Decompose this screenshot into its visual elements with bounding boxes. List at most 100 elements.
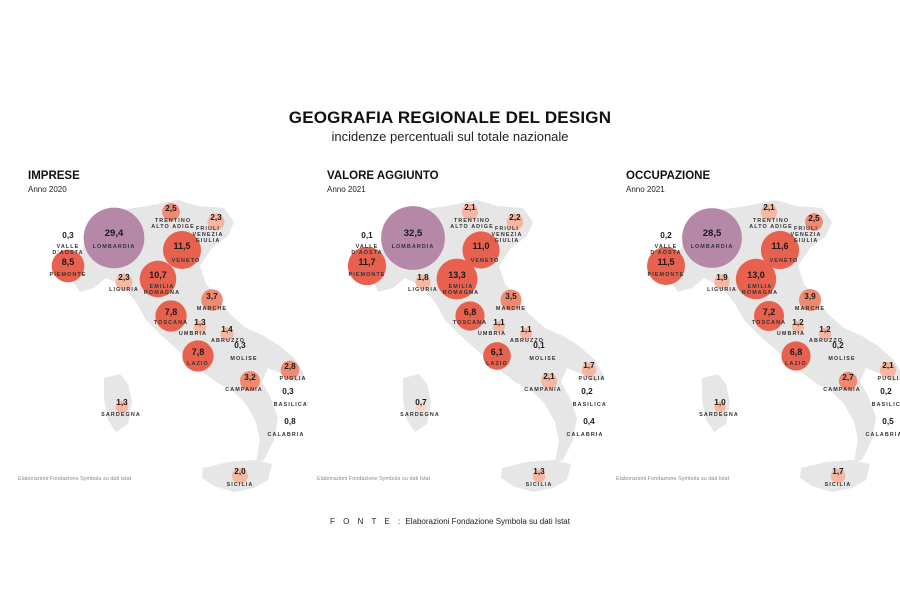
- value-label-piemonte: 11,7: [358, 257, 375, 267]
- region-label-line: FRIULI: [495, 226, 519, 232]
- region-label-marche: MARCHE: [496, 306, 526, 312]
- region-label-line: ALTO ADIGE: [151, 224, 195, 230]
- value-label-emilia: 13,3: [448, 270, 466, 280]
- region-label-line: ALTO ADIGE: [450, 224, 494, 230]
- bubble-abruzzo: [520, 328, 532, 340]
- value-label-umbria: 1,3: [194, 318, 206, 327]
- value-label-emilia: 13,0: [747, 270, 765, 280]
- value-label-abruzzo: 1,1: [520, 325, 532, 334]
- value-label-piemonte: 8,5: [62, 257, 75, 267]
- region-label-abruzzo: ABRUZZO: [211, 338, 245, 344]
- region-label-valle: VALLE D'AOSTA: [351, 244, 382, 256]
- chart-title: GEOGRAFIA REGIONALE DEL DESIGN: [288, 108, 612, 127]
- region-label-line: TRENTINO: [155, 218, 191, 224]
- value-label-veneto: 11,6: [771, 241, 788, 251]
- map-panel-valore-aggiunto: VALORE AGGIUNTO Anno 2021 32,5 LOMBARDIA 2…: [317, 170, 617, 500]
- value-label-sicilia: 1,3: [533, 467, 545, 476]
- value-label-lombardia: 32,5: [404, 228, 423, 239]
- value-label-veneto: 11,5: [173, 241, 190, 251]
- region-label-molise: MOLISE: [529, 356, 556, 362]
- value-label-umbria: 1,1: [493, 318, 505, 327]
- map-panel-imprese: IMPRESE Anno 2020 29,4 LOMBARDIA 2,5 TRENTI…: [18, 170, 318, 500]
- region-label-puglia: PUGLIA: [280, 376, 307, 382]
- bubble-toscana: [155, 300, 187, 332]
- region-label-umbria: UMBRIA: [179, 331, 207, 337]
- region-label-line: GIULIA: [196, 238, 221, 244]
- value-label-lombardia: 29,4: [105, 228, 124, 239]
- region-label-liguria: LIGURIA: [707, 287, 737, 293]
- region-label-calabria: CALABRIA: [567, 432, 604, 438]
- italy-mainland-shape: [371, 200, 605, 462]
- region-label-lombardia: LOMBARDIA: [392, 244, 435, 250]
- chart-subtitle: incidenze percentuali sul totale naziona…: [331, 129, 569, 144]
- bubble-piemonte: [347, 246, 387, 286]
- value-label-puglia: 2,8: [284, 362, 296, 371]
- region-label-sicilia: SICILIA: [227, 482, 254, 488]
- bubble-umbria: [193, 320, 207, 334]
- region-label-line: EMILIA: [748, 284, 773, 290]
- bubble-abruzzo: [220, 327, 234, 341]
- region-label-valle: VALLE D'AOSTA: [650, 244, 681, 256]
- bubble-lazio: [182, 340, 214, 372]
- source-credit: Elaborazioni Fondazione Symbola su dati …: [317, 476, 431, 482]
- region-label-puglia: PUGLIA: [878, 376, 900, 382]
- value-label-friuli: 2,3: [210, 213, 222, 222]
- region-label-line: FRIULI: [196, 226, 220, 232]
- region-label-toscana: TOSCANA: [453, 320, 487, 326]
- panel-year: Anno 2020: [28, 185, 67, 194]
- region-label-trentino: TRENTINO ALTO ADIGE: [151, 218, 195, 230]
- region-label-line: GIULIA: [495, 238, 520, 244]
- value-label-campania: 3,2: [244, 373, 256, 382]
- region-label-line: VALLE: [655, 244, 678, 250]
- value-label-umbria: 1,2: [792, 318, 804, 327]
- sardinia-shape: [702, 374, 730, 432]
- region-label-line: FRIULI: [794, 226, 818, 232]
- region-label-veneto: VENETO: [770, 258, 799, 264]
- value-label-molise: 0,3: [234, 341, 246, 350]
- region-label-basilicata: BASILICATA: [274, 402, 308, 408]
- region-label-line: EMILIA: [150, 284, 175, 290]
- region-label-line: VENEZIA: [192, 232, 223, 238]
- bubble-emilia: [436, 258, 478, 300]
- region-label-sardegna: SARDEGNA: [699, 412, 739, 418]
- value-label-valle: 0,1: [361, 231, 373, 240]
- region-label-trentino: TRENTINO ALTO ADIGE: [450, 218, 494, 230]
- bubble-friuli: [805, 213, 823, 231]
- region-label-sardegna: SARDEGNA: [101, 412, 141, 418]
- region-label-liguria: LIGURIA: [109, 287, 139, 293]
- bubble-marche: [500, 289, 522, 311]
- value-label-lazio: 6,1: [491, 347, 504, 357]
- region-label-line: D'AOSTA: [650, 250, 681, 256]
- value-label-lombardia: 28,5: [703, 228, 722, 239]
- value-label-liguria: 1,9: [716, 273, 728, 282]
- region-label-line: TRENTINO: [753, 218, 789, 224]
- region-label-veneto: VENETO: [471, 258, 500, 264]
- value-label-veneto: 11,0: [472, 241, 489, 251]
- source-label: F O N T E :: [330, 517, 404, 526]
- panel-year: Anno 2021: [626, 185, 665, 194]
- region-label-liguria: LIGURIA: [408, 287, 438, 293]
- panel-year: Anno 2021: [327, 185, 366, 194]
- value-label-emilia: 10,7: [149, 270, 167, 280]
- panel-title: VALORE AGGIUNTO: [327, 170, 439, 182]
- bubble-piemonte: [51, 249, 85, 283]
- region-label-emilia: EMILIA ROMAGNA: [742, 284, 778, 296]
- region-label-campania: CAMPANIA: [524, 387, 561, 393]
- value-label-sicilia: 2,0: [234, 467, 246, 476]
- region-label-line: D'AOSTA: [52, 250, 83, 256]
- bubble-liguria: [714, 274, 730, 290]
- panel-title: OCCUPAZIONE: [626, 170, 711, 182]
- value-label-friuli: 2,5: [808, 214, 820, 223]
- region-label-basilicata: BASILICATA: [573, 402, 607, 408]
- region-label-line: ROMAGNA: [742, 290, 778, 296]
- value-label-lazio: 6,8: [790, 347, 803, 357]
- region-label-friuli: FRIULI VENEZIA GIULIA: [491, 226, 522, 244]
- value-label-valle: 0,2: [660, 231, 672, 240]
- region-label-calabria: CALABRIA: [866, 432, 900, 438]
- bubble-puglia: [581, 362, 597, 378]
- bubble-campania: [838, 371, 858, 391]
- region-label-umbria: UMBRIA: [478, 331, 506, 337]
- bubble-lombardia: [682, 208, 742, 268]
- italy-map: 32,5 LOMBARDIA 2,1 TRENTINO ALTO ADIGE 2,2 FRI…: [317, 200, 607, 492]
- source-credit: Elaborazioni Fondazione Symbola su dati …: [18, 476, 132, 482]
